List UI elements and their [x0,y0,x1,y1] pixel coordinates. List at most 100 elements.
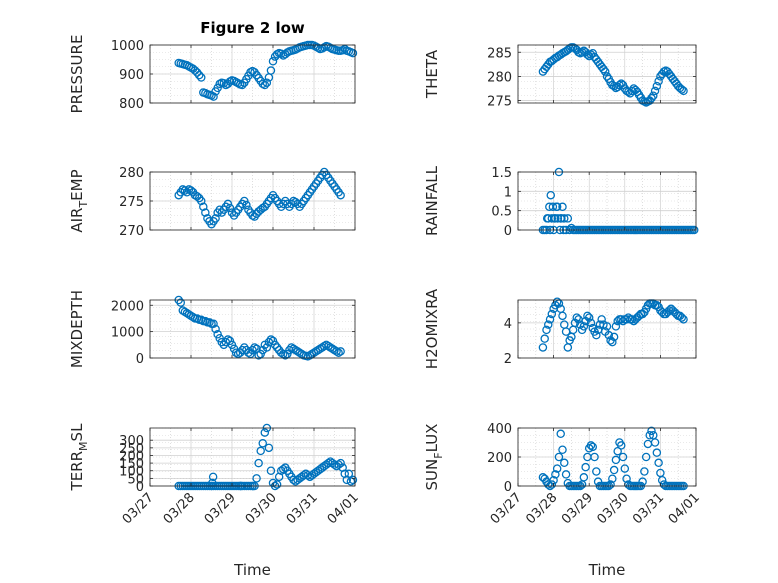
data-point [577,48,587,57]
data-point [588,48,598,58]
data-point [627,86,637,96]
data-point [330,460,339,469]
ytick-label: 270 [119,224,144,239]
data-point [270,340,280,350]
data-point [652,81,662,91]
data-point [608,474,617,483]
data-point [176,298,185,307]
ytick-label: 1 [504,185,512,200]
ytick-label: 250 [119,442,144,457]
data-point [319,341,329,351]
data-point [334,348,343,357]
data-point [278,464,288,474]
ylabel: H2OMIXRA [423,288,441,369]
data-point [544,480,553,489]
data-point [609,465,619,475]
data-point [546,190,556,200]
data-point [604,330,614,340]
data-point [194,70,204,80]
data-point [654,77,663,86]
data-point [205,318,214,327]
data-point [649,91,658,101]
ytick-label: 1000 [111,326,144,341]
data-point [208,478,217,488]
data-point [266,466,276,475]
data-point [652,448,662,457]
ytick-label: 275 [119,195,144,210]
data-point [586,318,596,328]
data-point [558,445,567,454]
data-point [209,319,218,328]
data-point [272,480,282,489]
data-point [552,202,561,212]
data-point [348,48,358,58]
chart-title: Figure 2 low [200,19,305,37]
data-point [544,320,553,329]
xlabel: Time [588,561,626,579]
data-point [592,467,601,476]
data-point [211,214,220,223]
data-point [219,79,229,88]
subplot-6: 2 4 H2OMIXRA [423,288,697,369]
axes-box [517,299,697,359]
data-point [560,458,569,468]
data-point [611,322,621,331]
data-point [640,467,649,476]
ytick-label: 400 [487,422,512,437]
ytick-label: 200 [119,449,144,464]
ylabel: THETA [423,49,441,99]
subplot-2: 275 280 285 THETA [423,43,697,110]
data-point [547,309,557,319]
data-point [620,464,630,473]
data-point [584,313,594,322]
data-point [285,345,294,355]
data-point [250,343,259,352]
data-point [348,475,358,485]
data-point [264,443,274,453]
data-point [346,477,356,486]
data-point [677,85,687,94]
ytick-label: 280 [119,166,144,181]
data-point [558,311,567,321]
ytick-label: 200 [487,451,512,466]
data-point [260,80,270,90]
ytick-label: 2 [504,352,512,367]
data-point [196,73,206,82]
ylabel: SUNFLUX [423,424,445,491]
data-point [548,202,558,212]
data-point [609,81,619,91]
data-point [223,335,233,344]
ytick-label: 1.5 [491,166,512,181]
ytick-label: 900 [119,68,144,83]
ytick-label: 285 [487,46,512,61]
data-point [611,455,621,465]
data-point [262,343,272,352]
data-point [223,199,233,209]
data-point [647,93,656,103]
data-point [583,50,592,59]
data-point [638,477,647,486]
data-point [272,343,282,352]
axes-box [517,44,697,104]
ytick-label: 100 [119,465,144,480]
axes-box [149,299,356,359]
data-point [538,343,548,352]
data-point [602,322,612,331]
data-point [336,190,345,200]
ytick-label: 1000 [111,39,144,54]
data-point [557,214,566,223]
ytick-label: 800 [119,97,144,112]
data-point [553,214,563,223]
data-point [600,67,610,76]
data-point [540,334,549,343]
data-point [248,345,257,355]
ytick-label: 275 [487,95,512,110]
data-point [237,80,247,90]
data-point [554,452,564,462]
data-point [558,202,567,212]
data-point [647,426,656,436]
ylabel: MIXDEPTH [68,290,86,368]
data-point [654,458,663,468]
data-point [344,469,354,479]
